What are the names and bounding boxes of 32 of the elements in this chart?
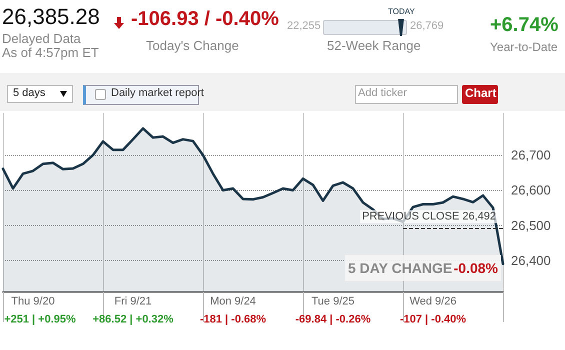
text: +251 | +0.95%: [4, 314, 76, 326]
text: Chart: [465, 86, 496, 100]
y-tick-label: 26,600: [511, 182, 551, 198]
text: Delayed Data: [2, 31, 81, 46]
text: 26,385.28: [2, 4, 100, 30]
text: Today's Change: [146, 38, 239, 53]
x-tick-label: Mon 9/24: [210, 296, 256, 308]
text: -106.93 / -0.40%: [131, 8, 279, 31]
text: -181 | -0.68%: [200, 314, 266, 326]
text: 22,255: [287, 20, 321, 32]
annotation: 5 DAY CHANGE: [348, 260, 452, 276]
text: -69.84 | -0.26%: [295, 314, 371, 326]
y-tick-label: 26,700: [511, 148, 551, 163]
text: As of 4:57pm ET: [2, 45, 99, 60]
text: -107 | -0.40%: [400, 314, 466, 326]
text: Add ticker: [358, 87, 407, 99]
y-tick-label: 26,500: [511, 218, 551, 233]
text: 26,769: [410, 20, 444, 32]
text: +86.52 | +0.32%: [92, 314, 174, 326]
text: 5 days: [13, 87, 46, 99]
text: 52-Week Range: [327, 38, 421, 53]
x-tick-label: Wed 9/26: [410, 296, 456, 308]
y-tick-label: 26,400: [511, 252, 551, 268]
annotation: -0.08%: [454, 260, 499, 276]
ref-line-label: PREVIOUS CLOSE 26,492: [362, 210, 496, 223]
x-tick-label: Fri 9/21: [114, 296, 152, 308]
text: +6.74%: [490, 14, 558, 37]
x-tick-label: Tue 9/25: [311, 296, 355, 308]
text: Year-to-Date: [490, 40, 558, 54]
text: TODAY: [388, 7, 415, 16]
x-tick-label: Thu 9/20: [11, 296, 55, 308]
text: Daily market report: [111, 87, 204, 99]
